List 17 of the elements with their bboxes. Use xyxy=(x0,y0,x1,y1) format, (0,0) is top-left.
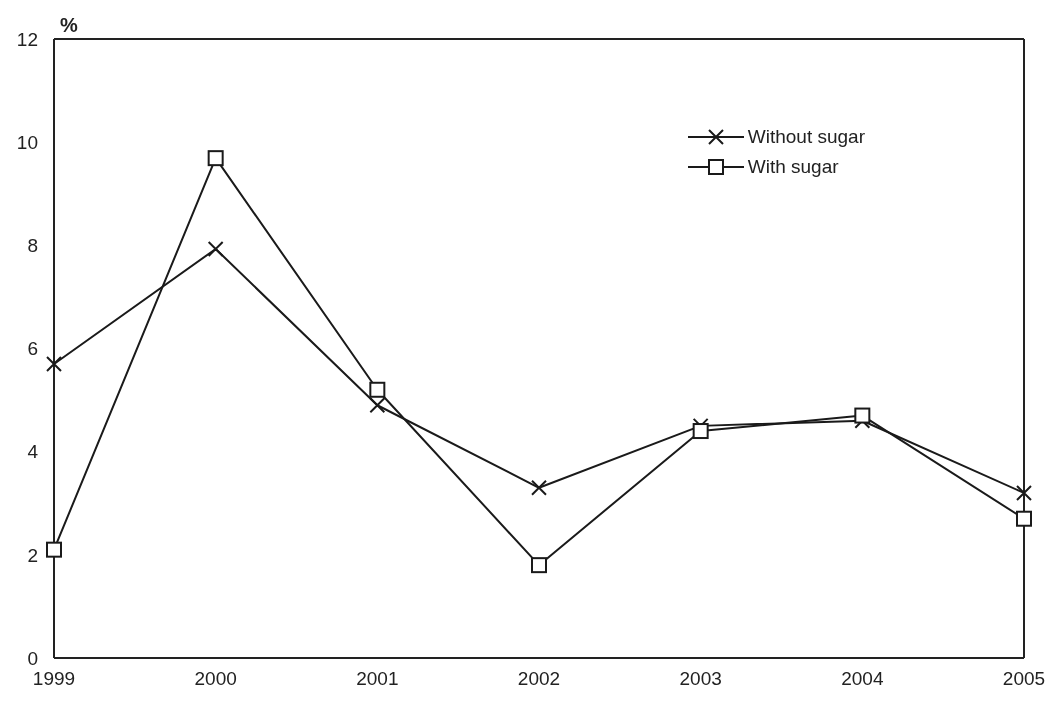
x-tick-label: 2000 xyxy=(194,668,237,690)
x-tick-label: 2004 xyxy=(841,668,884,690)
x-tick-label: 1999 xyxy=(32,668,76,690)
y-tick-label: 8 xyxy=(27,235,38,257)
y-tick-label: 12 xyxy=(16,28,38,50)
y-tick-label: 10 xyxy=(16,131,38,153)
y-tick-label: 6 xyxy=(27,338,38,360)
legend-label: Without sugar xyxy=(747,126,865,148)
x-tick-label: 2002 xyxy=(517,668,561,690)
x-tick-label: 2003 xyxy=(679,668,722,690)
y-axis-title: % xyxy=(60,14,78,37)
y-tick-label: 2 xyxy=(27,544,38,566)
x-tick-label: 2001 xyxy=(356,668,399,690)
legend-label: With sugar xyxy=(747,156,839,178)
x-tick-label: 2005 xyxy=(1002,668,1046,690)
y-tick-label: 4 xyxy=(27,441,39,463)
y-tick-label: 0 xyxy=(27,647,38,669)
